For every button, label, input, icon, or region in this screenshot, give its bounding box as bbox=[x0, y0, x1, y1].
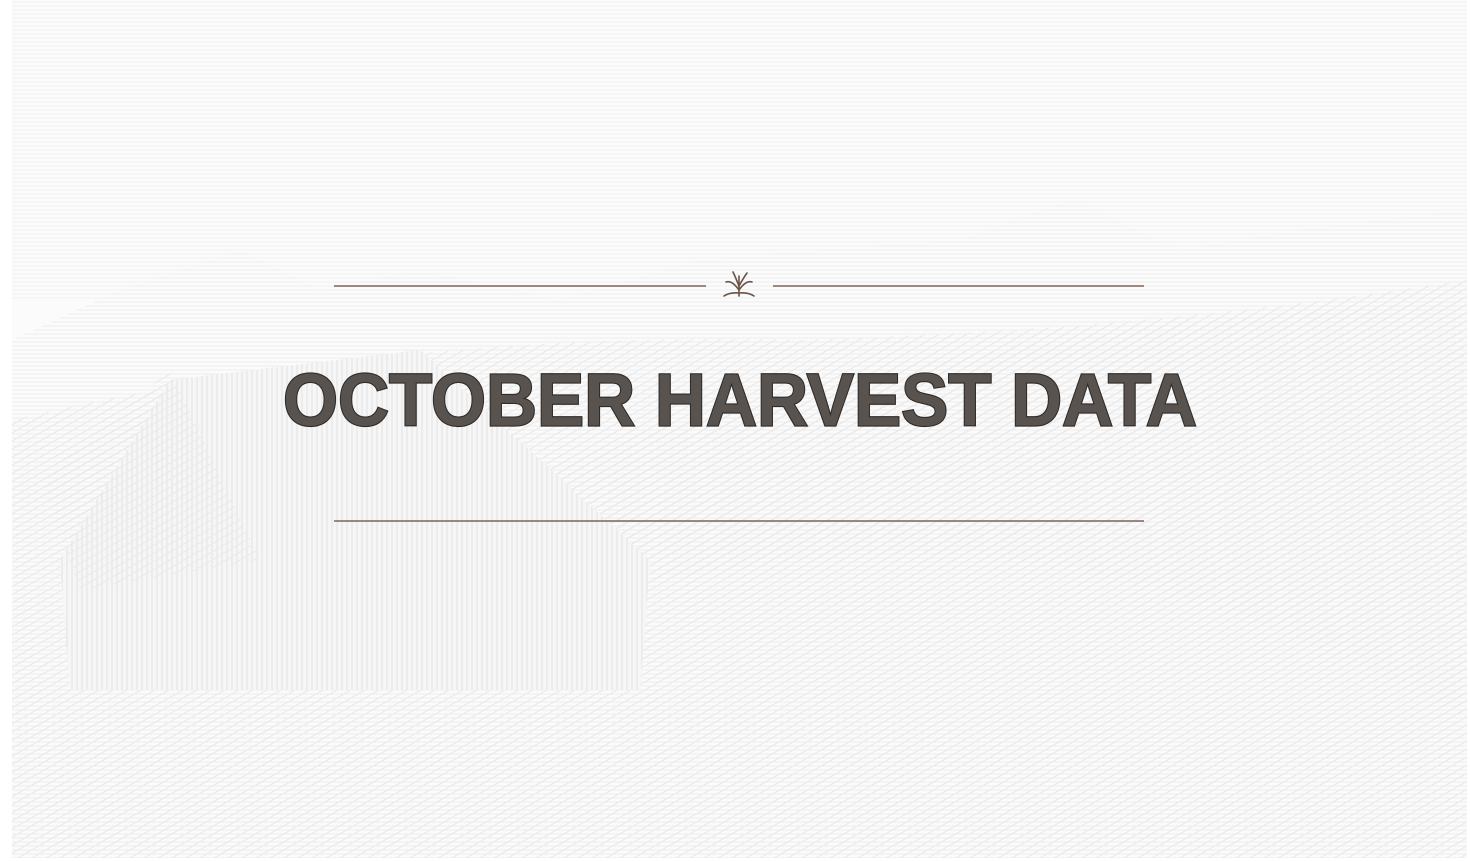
slide-title: OCTOBER HARVEST DATA bbox=[283, 359, 1197, 442]
page: OCTOBER HARVEST DATA (() => { const data… bbox=[0, 0, 1470, 861]
slide: OCTOBER HARVEST DATA bbox=[0, 0, 1470, 861]
